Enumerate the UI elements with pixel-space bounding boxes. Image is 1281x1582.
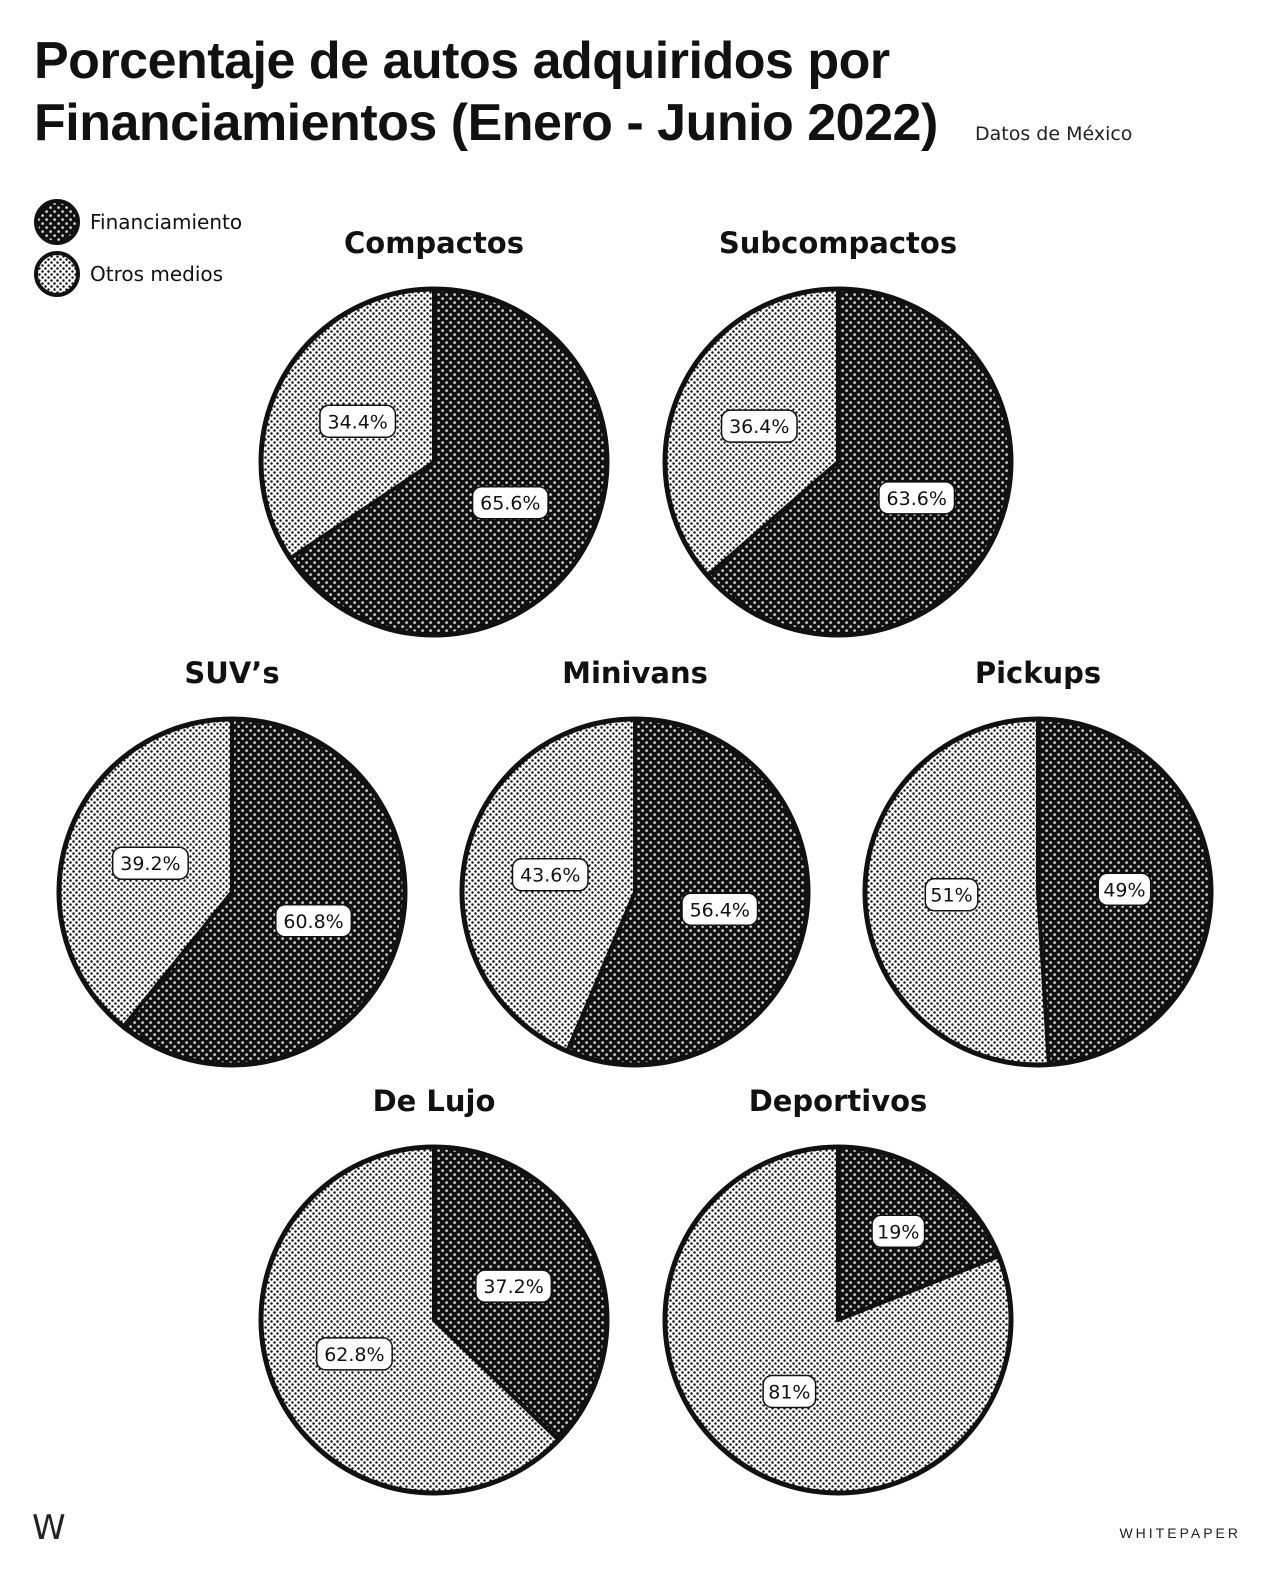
data-label-financiamiento-minivans-text: 56.4%	[690, 899, 750, 921]
data-label-financiamiento-subcompactos: 63.6%	[878, 481, 956, 515]
pie-chart-compactos: Compactos 65.6% 34.4%	[258, 226, 610, 638]
legend-label-otros-medios: Otros medios	[90, 262, 224, 286]
data-label-otros-medios-pickups: 51%	[924, 877, 979, 912]
legend-swatch-light	[34, 251, 80, 297]
data-label-otros-medios-compactos-text: 34.4%	[328, 411, 388, 433]
brand-logo: W	[32, 1508, 66, 1548]
data-label-financiamiento-compactos-box	[471, 485, 549, 520]
pie-outline-deportivos	[662, 1144, 1014, 1496]
data-label-otros-medios-suv-s-box	[111, 846, 189, 880]
pie-chart-subcompactos: Subcompactos 63.6% 36.4%	[662, 226, 1014, 638]
data-label-otros-medios-minivans: 43.6%	[511, 857, 589, 892]
pie-title-compactos: Compactos	[344, 226, 524, 260]
pie-title-minivans: Minivans	[562, 656, 708, 690]
data-label-financiamiento-de-lujo: 37.2%	[475, 1269, 553, 1303]
chart-subtitle: Datos de México	[975, 123, 1133, 145]
data-label-financiamiento-minivans-box	[681, 892, 759, 927]
legend-item-otros-medios: Otros medios	[32, 248, 242, 300]
data-label-otros-medios-de-lujo-box	[315, 1337, 393, 1371]
data-label-financiamiento-pickups-text: 49%	[1103, 879, 1145, 901]
data-label-otros-medios-subcompactos-box	[720, 409, 798, 443]
data-label-otros-medios-pickups-box	[924, 877, 979, 912]
data-label-otros-medios-minivans-box	[511, 857, 589, 892]
legend: Financiamiento Otros medios	[32, 196, 242, 300]
data-label-financiamiento-deportivos-text: 19%	[877, 1221, 919, 1243]
data-label-financiamiento-deportivos-box	[871, 1214, 926, 1249]
data-label-financiamiento-pickups: 49%	[1097, 872, 1152, 907]
pie-title-subcompactos: Subcompactos	[719, 226, 957, 260]
legend-swatch-dark	[34, 199, 80, 245]
data-label-financiamiento-suv-s-text: 60.8%	[283, 911, 343, 933]
pie-outline-minivans	[459, 716, 811, 1068]
data-label-otros-medios-compactos-box	[319, 404, 397, 439]
chart-title-line-1: Porcentaje de autos adquiridos por	[34, 32, 890, 90]
legend-item-financiamiento: Financiamiento	[32, 196, 242, 248]
pie-chart-deportivos: Deportivos 19% 81%	[662, 1084, 1014, 1496]
data-label-financiamiento-minivans: 56.4%	[681, 892, 759, 927]
pie-outline-pickups	[862, 716, 1214, 1068]
brand-name: WHITEPAPER	[1119, 1525, 1241, 1541]
pie-outline-subcompactos	[662, 286, 1014, 638]
data-label-otros-medios-deportivos-box	[762, 1374, 817, 1409]
data-label-otros-medios-suv-s-text: 39.2%	[120, 853, 180, 875]
data-label-otros-medios-pickups-text: 51%	[930, 885, 972, 907]
pie-outline-de-lujo	[258, 1144, 610, 1496]
pie-title-deportivos: Deportivos	[749, 1084, 928, 1118]
data-label-otros-medios-deportivos: 81%	[762, 1374, 817, 1409]
data-label-otros-medios-subcompactos-text: 36.4%	[729, 416, 789, 438]
pie-chart-minivans: Minivans 56.4% 43.6%	[459, 656, 811, 1068]
data-label-financiamiento-de-lujo-text: 37.2%	[483, 1276, 543, 1298]
chart-title: Porcentaje de autos adquiridos por Finan…	[34, 30, 994, 154]
pie-chart-suv-s: SUV’s 60.8% 39.2%	[56, 656, 408, 1068]
pie-title-suv-s: SUV’s	[184, 656, 279, 690]
chart-title-line-2: Financiamientos (Enero - Junio 2022)	[34, 94, 938, 152]
pie-title-de-lujo: De Lujo	[373, 1084, 496, 1118]
data-label-otros-medios-compactos: 34.4%	[319, 404, 397, 439]
data-label-financiamiento-pickups-box	[1097, 872, 1152, 907]
data-label-otros-medios-de-lujo-text: 62.8%	[324, 1344, 384, 1366]
pie-outline-compactos	[258, 286, 610, 638]
data-label-financiamiento-de-lujo-box	[475, 1269, 553, 1303]
data-label-otros-medios-subcompactos: 36.4%	[720, 409, 798, 443]
pie-chart-de-lujo: De Lujo 37.2% 62.8%	[258, 1084, 610, 1496]
pie-outline-suv-s	[56, 716, 408, 1068]
data-label-financiamiento-suv-s-box	[275, 904, 353, 938]
data-label-financiamiento-compactos-text: 65.6%	[480, 493, 540, 515]
legend-label-financiamiento: Financiamiento	[90, 210, 243, 234]
data-label-financiamiento-subcompactos-box	[878, 481, 956, 515]
pie-chart-pickups: Pickups 49% 51%	[862, 656, 1214, 1068]
data-label-financiamiento-subcompactos-text: 63.6%	[887, 488, 947, 510]
data-label-otros-medios-minivans-text: 43.6%	[520, 865, 580, 887]
pie-title-pickups: Pickups	[975, 656, 1101, 690]
data-label-financiamiento-deportivos: 19%	[871, 1214, 926, 1249]
data-label-otros-medios-suv-s: 39.2%	[111, 846, 189, 880]
data-label-otros-medios-de-lujo: 62.8%	[315, 1337, 393, 1371]
data-label-financiamiento-compactos: 65.6%	[471, 485, 549, 520]
data-label-financiamiento-suv-s: 60.8%	[275, 904, 353, 938]
data-label-otros-medios-deportivos-text: 81%	[768, 1382, 810, 1404]
